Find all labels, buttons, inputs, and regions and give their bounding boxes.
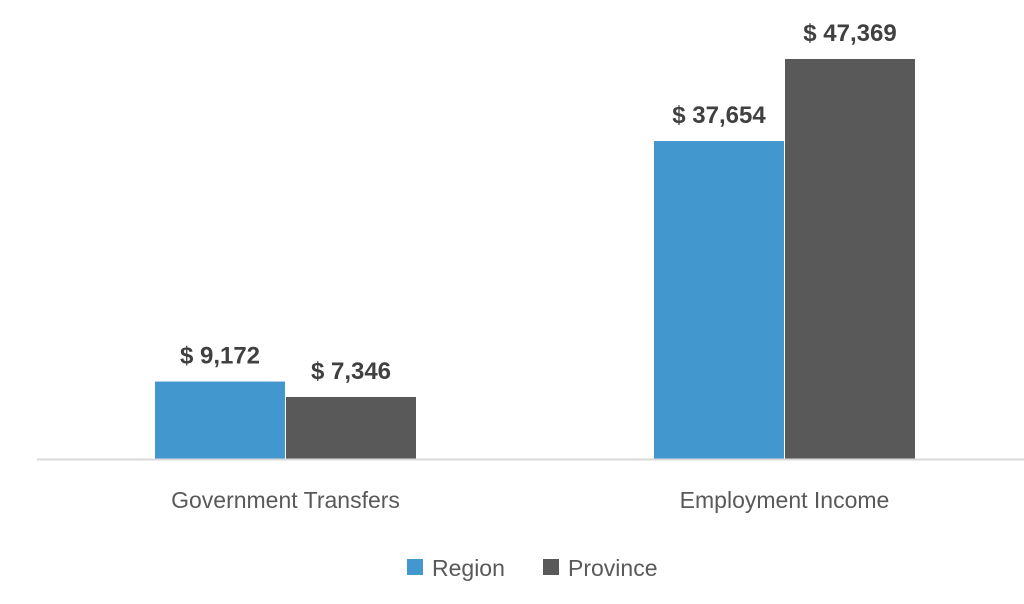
- bar-region-0: [155, 381, 285, 459]
- category-label: Government Transfers: [171, 487, 400, 513]
- bar-province-1: [785, 59, 915, 459]
- bar-region-1: [654, 141, 784, 459]
- data-label: $ 7,346: [311, 358, 391, 385]
- legend-swatch-region: [407, 559, 423, 575]
- data-label: $ 47,369: [803, 20, 896, 47]
- data-label: $ 37,654: [672, 102, 766, 129]
- legend-label: Region: [432, 555, 505, 581]
- bar-province-0: [286, 396, 416, 459]
- category-label: Employment Income: [680, 487, 890, 513]
- legend-swatch-province: [543, 559, 559, 575]
- data-label: $ 9,172: [180, 343, 260, 370]
- legend-label: Province: [568, 555, 657, 581]
